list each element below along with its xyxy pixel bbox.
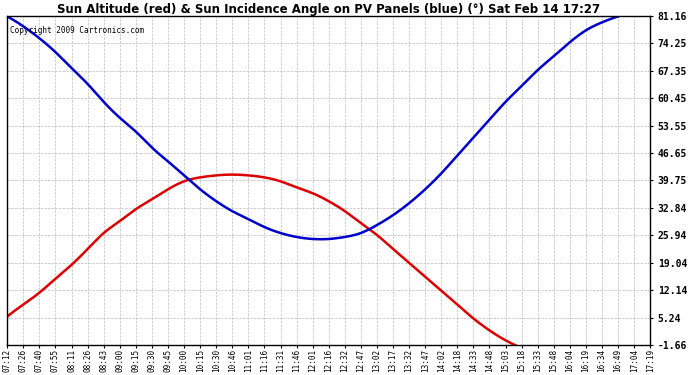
Title: Sun Altitude (red) & Sun Incidence Angle on PV Panels (blue) (°) Sat Feb 14 17:2: Sun Altitude (red) & Sun Incidence Angle…	[57, 3, 600, 16]
Text: Copyright 2009 Cartronics.com: Copyright 2009 Cartronics.com	[10, 26, 145, 34]
